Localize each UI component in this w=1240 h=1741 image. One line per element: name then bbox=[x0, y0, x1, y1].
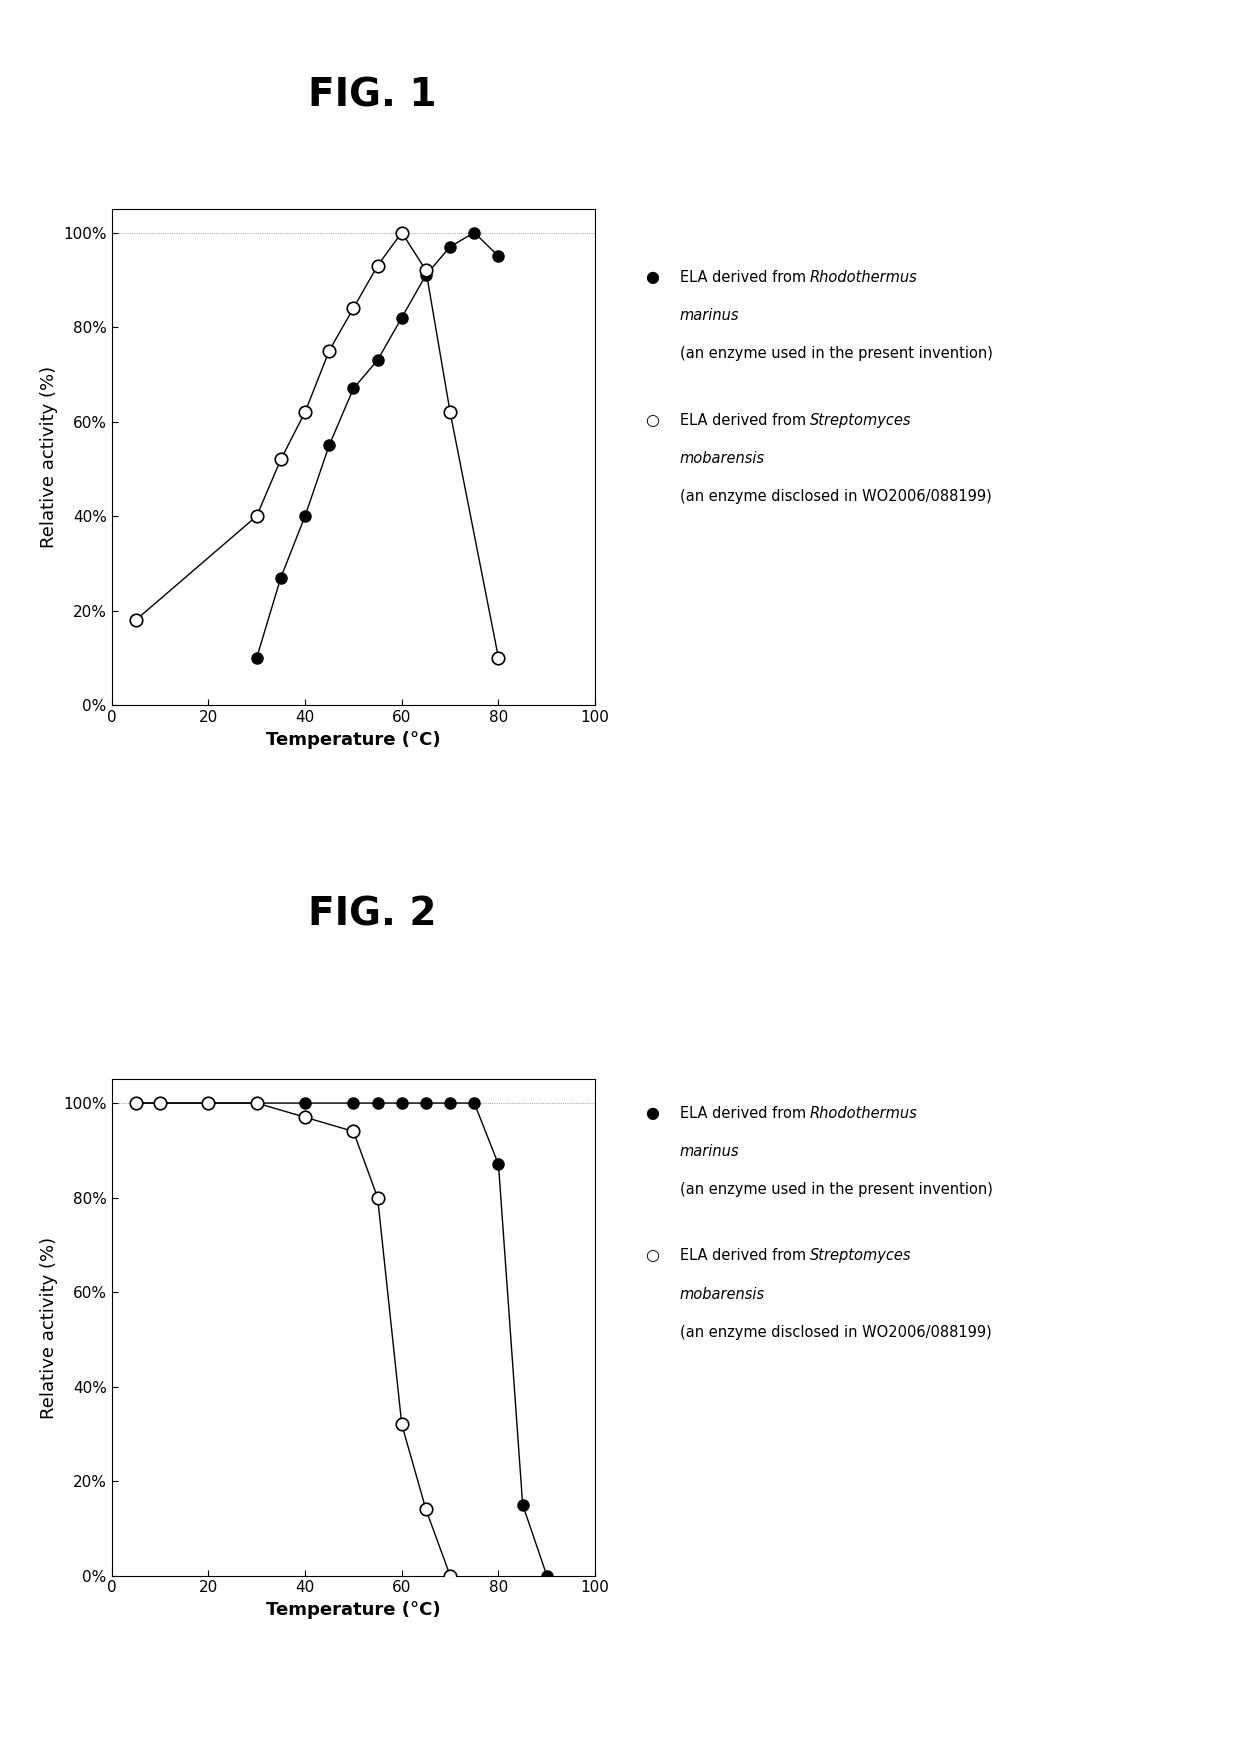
Text: marinus: marinus bbox=[680, 1144, 739, 1160]
Text: ●: ● bbox=[645, 1106, 658, 1121]
Text: (an enzyme disclosed in WO2006/088199): (an enzyme disclosed in WO2006/088199) bbox=[680, 1325, 991, 1341]
Text: ELA derived from: ELA derived from bbox=[680, 413, 810, 428]
Text: ELA derived from: ELA derived from bbox=[680, 1248, 810, 1264]
Text: mobarensis: mobarensis bbox=[680, 451, 765, 467]
Y-axis label: Relative activity (%): Relative activity (%) bbox=[40, 366, 58, 548]
Text: ELA derived from: ELA derived from bbox=[680, 270, 810, 286]
Text: ELA derived from: ELA derived from bbox=[680, 1106, 810, 1121]
X-axis label: Temperature (°C): Temperature (°C) bbox=[267, 731, 440, 749]
Text: ○: ○ bbox=[645, 413, 658, 428]
Text: Streptomyces: Streptomyces bbox=[810, 1248, 911, 1264]
Text: (an enzyme disclosed in WO2006/088199): (an enzyme disclosed in WO2006/088199) bbox=[680, 489, 991, 505]
Text: FIG. 1: FIG. 1 bbox=[308, 77, 436, 115]
Text: FIG. 2: FIG. 2 bbox=[308, 895, 436, 933]
Text: marinus: marinus bbox=[680, 308, 739, 324]
Text: (an enzyme used in the present invention): (an enzyme used in the present invention… bbox=[680, 346, 992, 362]
X-axis label: Temperature (°C): Temperature (°C) bbox=[267, 1602, 440, 1619]
Text: ○: ○ bbox=[645, 1248, 658, 1264]
Text: Rhodothermus: Rhodothermus bbox=[810, 1106, 918, 1121]
Text: (an enzyme used in the present invention): (an enzyme used in the present invention… bbox=[680, 1182, 992, 1198]
Text: Rhodothermus: Rhodothermus bbox=[810, 270, 918, 286]
Text: mobarensis: mobarensis bbox=[680, 1287, 765, 1302]
Y-axis label: Relative activity (%): Relative activity (%) bbox=[40, 1236, 58, 1419]
Text: ●: ● bbox=[645, 270, 658, 286]
Text: Streptomyces: Streptomyces bbox=[810, 413, 911, 428]
